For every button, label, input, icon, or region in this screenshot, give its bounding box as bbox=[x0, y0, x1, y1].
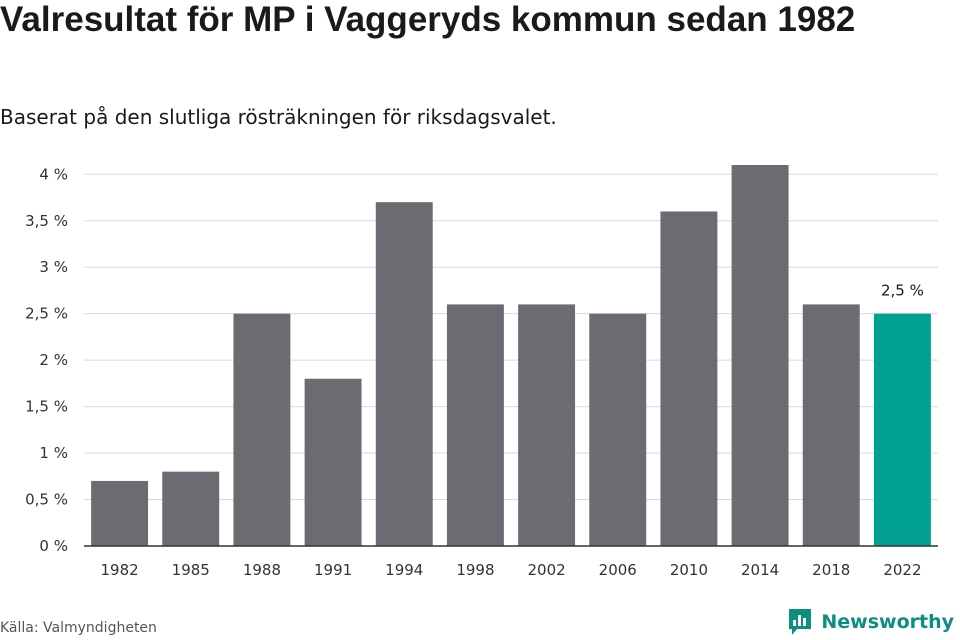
x-tick-label: 1994 bbox=[385, 561, 423, 579]
y-tick-label: 2,5 % bbox=[25, 305, 68, 323]
bar-1985 bbox=[162, 471, 220, 546]
data-label: 2,5 % bbox=[881, 282, 924, 300]
bar-2022 bbox=[873, 313, 931, 546]
x-tick-label: 2006 bbox=[599, 561, 637, 579]
brand-name: Newsworthy bbox=[821, 611, 954, 633]
x-tick-label: 1982 bbox=[100, 561, 138, 579]
chart-title: Valresultat för MP i Vaggeryds kommun se… bbox=[0, 0, 856, 39]
bar-1998 bbox=[446, 304, 504, 546]
bar-2006 bbox=[589, 313, 647, 546]
y-axis-ticks: 0 % 0,5 % 1 % 1,5 % 2 % 2,5 % 3 % 3,5 % 4 % bbox=[25, 165, 68, 555]
y-tick-label: 4 % bbox=[39, 165, 68, 183]
source-note: Källa: Valmyndigheten bbox=[0, 620, 157, 636]
data-labels: 2,5 % bbox=[881, 282, 924, 300]
x-tick-label: 2010 bbox=[670, 561, 708, 579]
chart-subtitle: Baserat på den slutliga rösträkningen fö… bbox=[0, 105, 557, 129]
x-tick-label: 1985 bbox=[172, 561, 210, 579]
y-tick-label: 1 % bbox=[39, 444, 68, 462]
bar-1988 bbox=[233, 313, 291, 546]
bars bbox=[91, 165, 931, 547]
y-tick-label: 3,5 % bbox=[25, 212, 68, 230]
newsworthy-logo-icon bbox=[789, 609, 812, 635]
brand-logo: Newsworthy bbox=[787, 606, 954, 638]
y-tick-label: 0 % bbox=[39, 537, 68, 555]
x-tick-label: 2022 bbox=[883, 561, 921, 579]
y-tick-label: 2 % bbox=[39, 351, 68, 369]
bar-2014 bbox=[731, 165, 789, 546]
x-tick-label: 1988 bbox=[243, 561, 281, 579]
x-tick-label: 2002 bbox=[527, 561, 565, 579]
bar-chart: 0 % 0,5 % 1 % 1,5 % 2 % 2,5 % 3 % 3,5 % 4 % 2,5 … bbox=[25, 165, 938, 579]
bar-1994 bbox=[375, 202, 433, 547]
x-tick-label: 1991 bbox=[314, 561, 352, 579]
y-tick-label: 0,5 % bbox=[25, 491, 68, 509]
x-tick-label: 2014 bbox=[741, 561, 779, 579]
y-tick-label: 1,5 % bbox=[25, 398, 68, 416]
bar-1982 bbox=[91, 480, 149, 546]
y-tick-label: 3 % bbox=[39, 258, 68, 276]
x-axis-ticks: 1982 1985 1988 1991 1994 1998 2002 2006 2010 2014… bbox=[100, 561, 921, 579]
gridlines bbox=[84, 173, 938, 501]
x-tick-label: 1998 bbox=[456, 561, 494, 579]
bar-2002 bbox=[518, 304, 576, 546]
bar-1991 bbox=[304, 378, 362, 546]
bar-2010 bbox=[660, 211, 718, 546]
x-tick-label: 2018 bbox=[812, 561, 850, 579]
bar-2018 bbox=[802, 304, 860, 546]
